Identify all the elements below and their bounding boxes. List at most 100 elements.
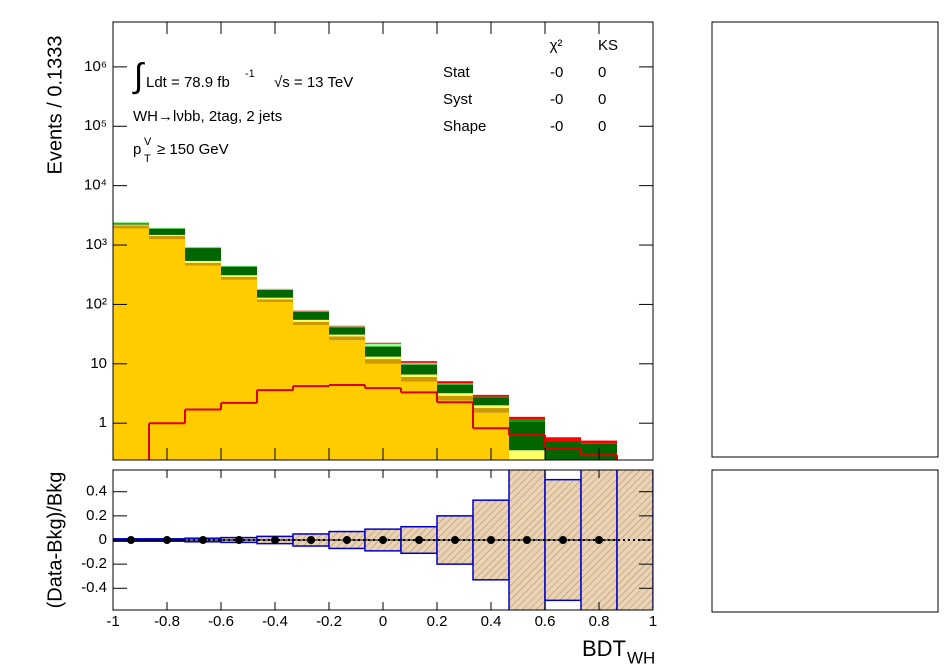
annotation: -1 <box>245 68 255 80</box>
stack-bar <box>329 340 365 460</box>
test-row-label: Syst <box>443 91 473 108</box>
ratio-point <box>271 536 279 544</box>
frame <box>112 21 654 461</box>
ratio-point <box>487 536 495 544</box>
x-tick-label: 0.6 <box>535 613 556 630</box>
frame <box>112 469 654 611</box>
y-tick-label: 10² <box>85 295 107 312</box>
stack-bar <box>256 299 294 302</box>
y-tick-label: 1 <box>99 414 107 431</box>
stack-bar <box>545 437 581 442</box>
x-tick-label: -0.4 <box>262 613 288 630</box>
stack-bar <box>437 384 473 394</box>
stack-bar <box>256 297 294 300</box>
stack-bar <box>401 376 437 382</box>
ratio-point <box>199 536 208 544</box>
stack-bar <box>472 394 510 397</box>
stack-bar <box>401 364 437 365</box>
stack-bar <box>545 441 581 460</box>
stack-bar <box>364 359 402 364</box>
ratio-point <box>595 536 603 544</box>
test-row-label: Shape <box>443 118 486 135</box>
test-value: 0 <box>598 64 606 81</box>
annotation: Ldt = 78.9 fb <box>146 74 230 91</box>
test-value: -0 <box>550 64 563 81</box>
stack-bar <box>437 400 473 460</box>
ratio-point <box>342 536 351 544</box>
stack-bar <box>437 383 473 385</box>
y-tick-label: -0.4 <box>81 579 107 596</box>
stack-bar <box>113 224 149 226</box>
x-tick-label: 0.2 <box>427 613 448 630</box>
ratio-point <box>163 536 171 544</box>
stack-bar <box>148 235 186 240</box>
stack-bar <box>329 334 365 337</box>
stack-bar <box>148 239 186 460</box>
stack-bar <box>293 311 329 320</box>
annotation: ≥ 150 GeV <box>157 141 229 158</box>
stack-bar <box>221 279 257 460</box>
stack-bar <box>364 346 402 347</box>
ratio-point <box>126 536 135 544</box>
stack-bar <box>364 356 402 360</box>
x-tick-label: 0 <box>379 613 387 630</box>
stack-bar <box>113 228 149 460</box>
ratio-point <box>558 536 567 544</box>
ratio-point <box>523 536 532 544</box>
ratio-point <box>415 536 424 544</box>
y-tick-label: 10 <box>90 355 107 372</box>
ratio-point <box>379 536 387 544</box>
x-axis-label-sub: WH <box>627 648 655 667</box>
test-value: -0 <box>550 91 563 108</box>
x-tick-label: -0.2 <box>316 613 342 630</box>
annotation: p <box>133 141 141 158</box>
x-tick-label: -0.6 <box>208 613 234 630</box>
stack-bar <box>401 363 437 365</box>
stack-bar <box>472 408 510 413</box>
stack-bar <box>221 266 257 276</box>
stack-bar <box>329 325 365 327</box>
stack-bar <box>472 405 510 409</box>
stack-bar <box>437 395 473 401</box>
test-header: KS <box>598 37 618 54</box>
stack-bar <box>437 381 473 384</box>
test-value: 0 <box>598 118 606 135</box>
stack-bar <box>401 381 437 460</box>
y-tick-label: 0.4 <box>86 483 107 500</box>
stack-bar <box>509 416 545 420</box>
stack-bar <box>148 234 186 236</box>
annotation: T <box>144 153 151 165</box>
y-tick-label: 10⁵ <box>84 117 107 134</box>
stack-bar <box>256 301 294 460</box>
ratio-point <box>234 536 243 544</box>
stack-bar <box>113 222 149 223</box>
legend-box <box>711 469 939 613</box>
stack-bar <box>293 321 329 326</box>
stack-bar <box>185 248 221 261</box>
x-tick-label: -1 <box>106 613 119 630</box>
stack-bar <box>113 223 149 225</box>
y-tick-label: 10⁶ <box>84 58 107 75</box>
legend-box <box>711 21 939 458</box>
test-value: -0 <box>550 118 563 135</box>
stack-bar <box>401 364 437 375</box>
stack-bar <box>293 325 329 460</box>
stack-bar <box>185 265 221 460</box>
y-tick-label: 0.2 <box>86 507 107 524</box>
x-axis-label: BDT <box>582 636 626 661</box>
annotation: √s = 13 TeV <box>274 74 353 91</box>
stack-bar <box>185 260 221 263</box>
ratio-point <box>450 536 459 544</box>
stack-bar <box>221 275 257 277</box>
y-tick-label: 0 <box>99 531 107 548</box>
stack-bar <box>293 319 329 322</box>
stack-bar <box>329 336 365 341</box>
x-tick-label: 0.8 <box>589 613 610 630</box>
test-value: 0 <box>598 91 606 108</box>
test-header: χ² <box>550 37 563 54</box>
x-tick-label: 1 <box>649 613 657 630</box>
x-tick-label: 0.4 <box>481 613 502 630</box>
ratio-plot <box>113 470 653 610</box>
